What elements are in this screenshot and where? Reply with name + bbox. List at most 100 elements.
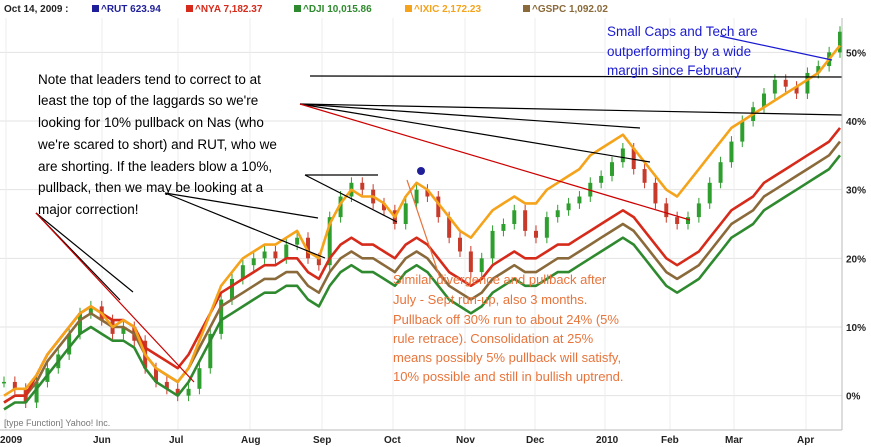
candle-body [360, 182, 365, 190]
y-tick-label: 50% [846, 48, 866, 59]
annotation-line-3: looking for 10% pullback on Nas (who [38, 115, 264, 130]
annotation-blue-line-3: margin since February [607, 63, 742, 78]
y-tick-label: 30% [846, 186, 866, 197]
annotation-line-5: are shorting. If the leaders blow a 10%, [38, 159, 272, 174]
annotation-line-4: we're scared to short) and RUT, who we [37, 137, 277, 152]
candle-body [805, 72, 810, 94]
legend-value: 623.94 [130, 4, 161, 15]
candle-body [675, 217, 680, 224]
legend-name: ^GSPC [532, 4, 569, 15]
candle-body [219, 299, 224, 334]
annotation-orange-line-6: 10% possible and still in bullish uptren… [393, 369, 624, 384]
candle-body [175, 388, 180, 396]
candle-body [794, 86, 799, 94]
candle-body [186, 388, 191, 396]
annotation-orange-line-4: rule retrace). Consolidation at 25% [393, 331, 594, 346]
series-nya [3, 127, 842, 404]
trend-line [299, 103, 651, 163]
x-tick-label: Oct [384, 435, 401, 446]
x-tick-label: Jun [93, 435, 111, 446]
candle-body [729, 141, 734, 163]
legend-entry: ^IXIC 2,172.23 [414, 4, 481, 15]
legend-value: 2,172.23 [442, 4, 481, 15]
candle-body [620, 148, 625, 163]
trend-line [35, 212, 134, 293]
candle-body [240, 265, 245, 279]
trendlines [35, 35, 843, 383]
candle-body [306, 237, 310, 259]
candle-body [208, 333, 213, 369]
x-tick-label: 2009 [0, 435, 23, 446]
candle-body [577, 196, 582, 204]
candle-body [414, 189, 419, 204]
candle-body [762, 93, 766, 108]
legend-swatch [92, 5, 99, 12]
x-tick-label: Dec [526, 435, 545, 446]
candle-body [12, 381, 17, 389]
legend-name: ^NYA [195, 4, 223, 15]
trend-line [309, 75, 843, 78]
x-tick-label: Jul [169, 435, 184, 446]
legend-value: 10,015.86 [327, 4, 372, 15]
candle-body [686, 217, 690, 224]
candle-body [718, 162, 723, 183]
candle-body [653, 182, 658, 204]
candle-body [262, 251, 267, 259]
trend-line [164, 192, 326, 259]
candle-body [664, 203, 669, 218]
candle-body [121, 327, 126, 334]
trend-line [719, 35, 833, 61]
legend: Oct 14, 2009 : ^RUT 623.94 ^NYA 7,182.37 ^… [4, 4, 608, 15]
series-line [3, 44, 842, 397]
trend-line [304, 174, 398, 223]
annotation-black: Note that leaders tend to correct to at … [37, 72, 277, 217]
series-ixic [3, 44, 842, 397]
candle-body [425, 189, 430, 197]
trend-line [299, 103, 843, 116]
series-line [3, 127, 842, 404]
trend-line [299, 103, 691, 221]
candle-body [468, 251, 473, 273]
legend-name: ^DJI [303, 4, 327, 15]
annotation-orange: Similar divergence and pullback after Ju… [393, 272, 624, 384]
trend-line [299, 103, 641, 129]
trend-line [164, 192, 319, 219]
annotation-blue-line-2: outperforming by a wide [607, 44, 751, 59]
candle-body [67, 333, 72, 355]
legend-date: Oct 14, 2009 : [4, 4, 68, 15]
y-tick-label: 0% [846, 392, 861, 403]
series-line [3, 154, 842, 411]
annotation-orange-line-1: Similar divergence and pullback after [393, 272, 607, 287]
x-tick-label: Aug [241, 435, 260, 446]
candle-body [838, 31, 842, 53]
candle-body [327, 217, 332, 266]
candle-body [436, 196, 441, 218]
candle-body [403, 203, 408, 224]
legend-value: 1,092.02 [569, 4, 608, 15]
marker-dot [417, 167, 425, 175]
annotation-orange-line-2: July - Sept run-up, also 3 months. [393, 292, 587, 307]
candle-body [382, 203, 386, 211]
x-tick-label: Sep [313, 435, 331, 446]
candle-body [88, 306, 93, 314]
annotation-blue: Small Caps and Tech are outperforming by… [607, 24, 758, 78]
x-tick-label: Nov [456, 435, 475, 446]
candle-body [164, 381, 169, 389]
series-group [2, 26, 842, 411]
y-tick-label: 20% [846, 254, 866, 265]
candle-body [490, 230, 495, 259]
candle-body [696, 203, 701, 218]
candle-body [447, 217, 452, 238]
candle-body [544, 217, 549, 238]
legend-entry: ^DJI 10,015.86 [303, 4, 372, 15]
annotation-line-7: major correction! [38, 202, 139, 217]
annotation-line-2: least the top of the laggards so we're [38, 93, 258, 108]
legend-entry: ^GSPC 1,092.02 [532, 4, 608, 15]
annotation-line-1: Note that leaders tend to correct to at [38, 72, 261, 87]
candle-body [534, 230, 538, 238]
credit-text: [type Function] Yahoo! Inc. [4, 418, 110, 428]
candle-body [501, 224, 506, 231]
candle-body [251, 258, 256, 266]
trend-line [35, 212, 195, 383]
candle-body [479, 258, 484, 273]
